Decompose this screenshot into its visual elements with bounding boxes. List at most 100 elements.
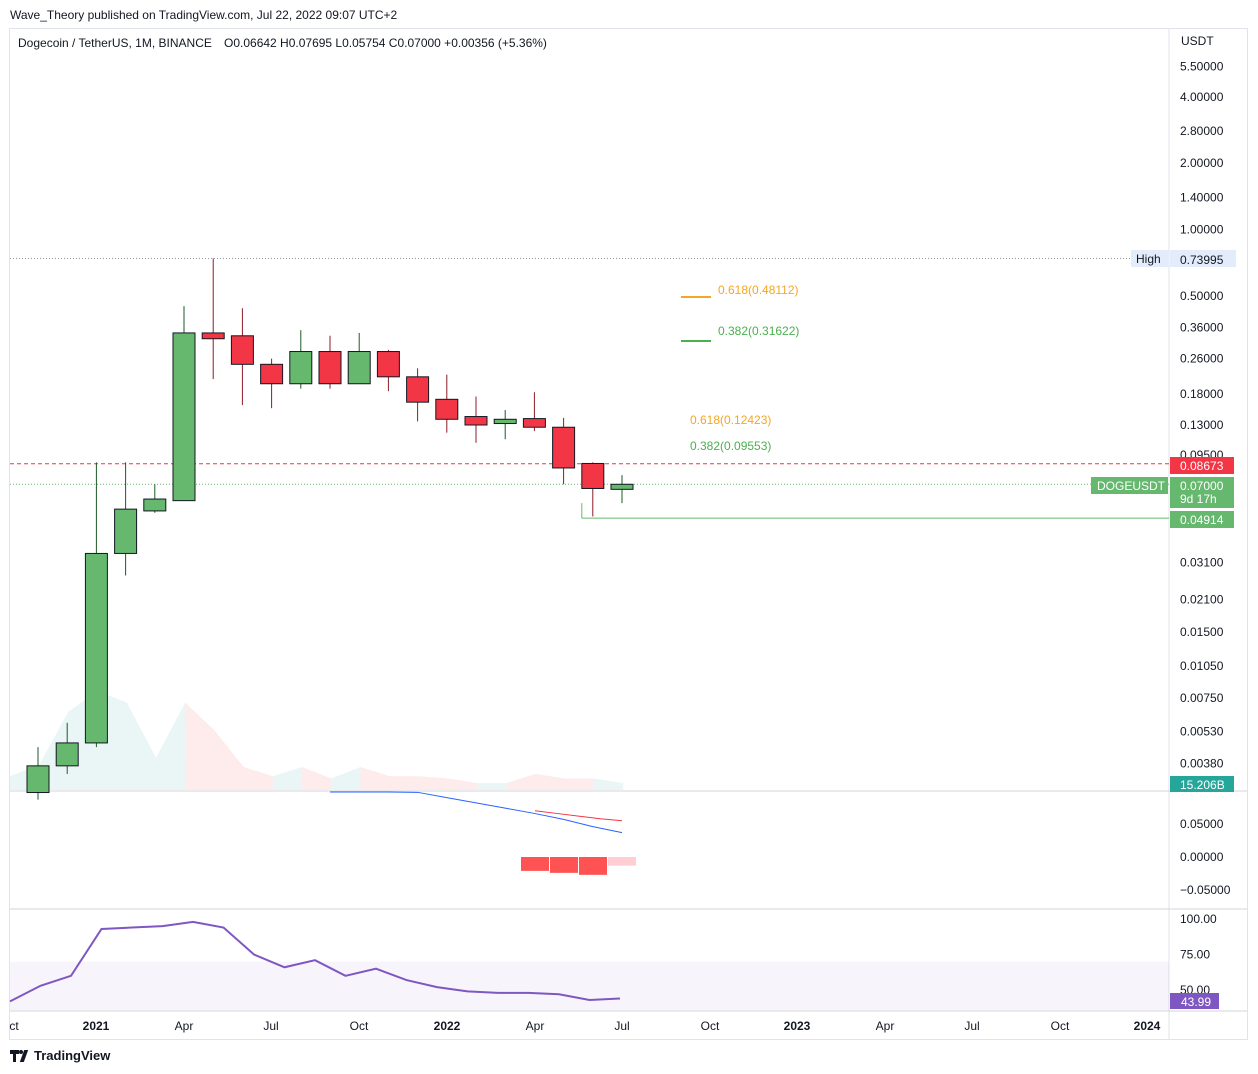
candle-body-0 [26, 765, 50, 794]
macd-line [330, 791, 623, 834]
rsi-layer [9, 920, 1169, 1010]
macd-histogram-bar-0 [521, 857, 549, 871]
volume-segment-11 [331, 767, 361, 790]
volume-segment-20 [594, 778, 624, 790]
candle-body-4 [143, 498, 167, 512]
publisher-line: Wave_Theory published on TradingView.com… [10, 8, 398, 22]
price-tick-14: 0.01500 [1180, 625, 1224, 639]
candle-body-5 [172, 332, 196, 502]
candle-body-12 [376, 351, 400, 378]
fib-label-0: 0.618(0.48112) [718, 283, 799, 297]
time-tick-10: Apr [876, 1019, 895, 1033]
price-tick-10: 0.13000 [1180, 418, 1224, 432]
candle-body-2 [84, 552, 108, 744]
price-tick-8: 0.26000 [1180, 352, 1224, 366]
low-value: 0.04914 [1180, 513, 1224, 527]
rsi-tick-1: 75.00 [1180, 948, 1210, 962]
tradingview-logo-icon [10, 1049, 29, 1062]
candle-body-7 [230, 335, 254, 365]
fib-label-2: 0.618(0.12423) [690, 413, 771, 427]
volume-segment-16 [477, 783, 507, 790]
volume-segment-5 [156, 702, 186, 790]
price-tick-17: 0.00530 [1180, 724, 1224, 738]
price-tick-7: 0.36000 [1180, 321, 1224, 335]
price-tick-16: 0.00750 [1180, 691, 1224, 705]
time-tick-9: 2023 [784, 1019, 811, 1033]
volume-value: 15.206B [1180, 778, 1225, 792]
volume-tag [1170, 776, 1234, 792]
price-tick-5: 1.00000 [1180, 223, 1224, 237]
candle-body-11 [347, 351, 371, 385]
rsi-current-tag [1170, 993, 1219, 1009]
candle-body-1 [55, 742, 79, 767]
volume-segment-7 [214, 730, 244, 790]
volume-segment-4 [126, 702, 156, 790]
candle-layer [26, 258, 634, 800]
volume-segment-10 [302, 767, 332, 790]
price-tick-12: 0.03100 [1180, 555, 1224, 569]
time-tick-11: Jul [964, 1019, 979, 1033]
countdown-value: 9d 17h [1180, 492, 1217, 506]
macd-histogram-bar-3 [608, 857, 636, 866]
volume-segment-18 [535, 773, 565, 790]
candle-body-20 [610, 483, 634, 490]
candle-body-17 [522, 418, 546, 428]
volume-segment-13 [389, 776, 419, 790]
candle-body-15 [464, 416, 488, 426]
price-tick-6: 0.50000 [1180, 289, 1224, 303]
fib-label-3: 0.382(0.09553) [690, 439, 771, 453]
macd-layer [330, 791, 636, 875]
last-price-tag [1170, 477, 1234, 508]
tradingview-brand: TradingView [34, 1048, 111, 1063]
candle-body-8 [260, 363, 284, 385]
time-tick-13: 2024 [1134, 1019, 1161, 1033]
last-price-value: 0.07000 [1180, 479, 1224, 493]
candle-body-13 [406, 376, 430, 403]
high-tag-label: High [1136, 252, 1161, 266]
rsi-current-value: 43.99 [1181, 995, 1211, 1009]
candle-body-14 [435, 398, 459, 420]
time-tick-3: Jul [263, 1019, 278, 1033]
price-tick-2: 2.80000 [1180, 124, 1224, 138]
volume-segment-9 [272, 767, 302, 790]
fib-layer: 0.618(0.48112) 0.382(0.31622) 0.618(0.1242… [681, 283, 799, 453]
price-tick-4: 1.40000 [1180, 190, 1224, 204]
axis-layer: 5.50000 4.00000 2.80000 2.00000 1.40000 1.000… [9, 59, 1230, 1033]
time-tick-7: Jul [614, 1019, 629, 1033]
time-tick-12: Oct [1051, 1019, 1070, 1033]
price-tick-3: 2.00000 [1180, 156, 1224, 170]
time-tick-2: Apr [175, 1019, 194, 1033]
time-tick-8: Oct [701, 1019, 720, 1033]
time-tick-6: Apr [526, 1019, 545, 1033]
rsi-tick-0: 100.00 [1180, 912, 1217, 926]
macd-tick-1: 0.00000 [1180, 850, 1224, 864]
time-tick-4: Oct [350, 1019, 369, 1033]
volume-segment-14 [418, 776, 448, 790]
time-tick-5: 2022 [434, 1019, 461, 1033]
macd-tick-2: −0.05000 [1180, 883, 1231, 897]
price-tick-18: 0.00380 [1180, 756, 1224, 770]
ohlc-readout: O0.06642 H0.07695 L0.05754 C0.07000 +0.0… [224, 36, 547, 50]
price-tick-9: 0.18000 [1180, 387, 1224, 401]
tradingview-logo[interactable]: TradingView [10, 1048, 110, 1063]
currency-label: USDT [1181, 34, 1214, 48]
volume-segment-6 [185, 702, 215, 790]
high-tag-bg [1131, 250, 1169, 267]
price-tick-15: 0.01050 [1180, 659, 1224, 673]
candle-body-18 [552, 426, 576, 469]
chart-frame [9, 28, 1248, 1040]
volume-segment-17 [506, 773, 536, 790]
volume-segment-19 [564, 778, 594, 790]
candle-body-3 [114, 508, 138, 554]
candle-body-6 [201, 332, 225, 340]
macd-histogram-bar-2 [579, 857, 607, 875]
macd-histogram-bar-1 [550, 857, 578, 873]
symbol-tag [1091, 477, 1168, 494]
high-value-bg [1170, 250, 1236, 267]
symbol-title: Dogecoin / TetherUS, 1M, BINANCE [18, 36, 212, 50]
time-tick-1: 2021 [83, 1019, 110, 1033]
price-tick-0: 5.50000 [1180, 59, 1224, 73]
price-tick-1: 4.00000 [1180, 90, 1224, 104]
volume-segment-15 [448, 778, 478, 790]
